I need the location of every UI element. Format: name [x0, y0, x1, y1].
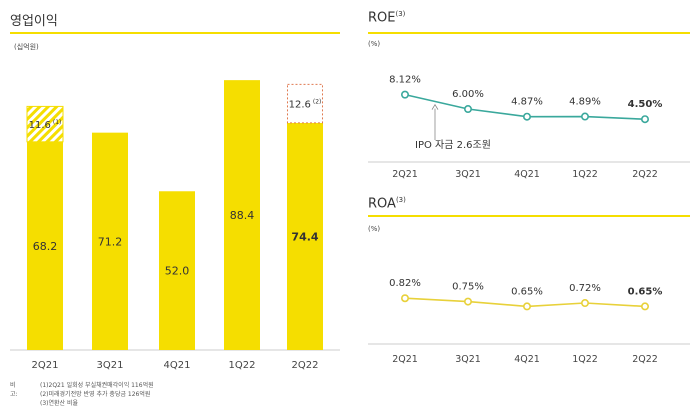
bar-x-tick-1Q22: 1Q22 — [229, 360, 256, 371]
bar-extra-label-2Q21: 11.6 (1) — [29, 119, 62, 131]
bar-2Q21 — [27, 141, 63, 350]
bar-extra-sup-2Q21: (1) — [53, 119, 62, 126]
bar-extra-value-2Q21: 11.6 — [29, 120, 51, 131]
roa-svg-point-4Q21 — [523, 302, 532, 311]
roe-svg-label-2Q21: 8.12% — [389, 75, 421, 86]
roa-panel-unit: (%) — [368, 225, 381, 233]
roe-svg-annotation-arrowhead — [431, 103, 439, 110]
roa-svg-label-2Q22: 0.65% — [628, 286, 663, 297]
bar-x-tick-4Q21: 4Q21 — [164, 360, 191, 371]
bar-value-2Q21: 68.2 — [33, 240, 58, 253]
bar-x-tick-2Q22: 2Q22 — [292, 360, 319, 371]
bar-value-4Q21: 52.0 — [165, 265, 190, 278]
roe-svg-x-tick-2Q22: 2Q22 — [632, 169, 658, 180]
roa-svg-label-4Q21: 0.65% — [511, 286, 543, 297]
roe-svg-point-2Q21 — [400, 90, 409, 99]
operating-profit-chart: 68.2 11.6 (1) 2Q21 71.2 3Q21 52.0 4Q21 88.4 1Q22 7… — [10, 80, 340, 371]
roa-svg-label-2Q21: 0.82% — [389, 278, 421, 289]
roe-svg-label-2Q22: 4.50% — [628, 99, 663, 110]
roa-svg-x-tick-1Q22: 1Q22 — [572, 354, 598, 365]
bar-panel-rule — [10, 32, 340, 34]
roe-svg-x-tick-1Q22: 1Q22 — [572, 169, 598, 180]
roe-svg-point-4Q21 — [523, 112, 532, 121]
roa-svg-label-3Q21: 0.75% — [452, 282, 484, 293]
roe-svg-point-3Q21 — [464, 105, 473, 114]
bar-value-3Q21: 71.2 — [98, 235, 123, 248]
roa-chart: 0.82% 2Q21 0.75% 3Q21 0.65% 4Q21 0.72% 1Q22 0.65… — [368, 278, 690, 365]
roe-svg-annotation-text: IPO 자금 2.6조원 — [415, 139, 491, 151]
bar-4Q21 — [159, 191, 195, 350]
roe-panel-title: ROE(3) — [368, 10, 405, 25]
roa-svg-point-2Q22 — [640, 302, 649, 311]
footnotes-lines: (1)2Q21 일회성 부실채권매각이익 116억원 (2)미래경기전망 반영 … — [40, 381, 154, 408]
roa-svg-point-1Q22 — [581, 299, 590, 308]
roa-svg-point-3Q21 — [464, 297, 473, 306]
roa-svg-x-tick-4Q21: 4Q21 — [514, 354, 540, 365]
roa-panel-rule — [368, 215, 690, 217]
roa-svg-label-1Q22: 0.72% — [569, 283, 601, 294]
roa-svg-x-tick-2Q22: 2Q22 — [632, 354, 658, 365]
bar-2Q22 — [287, 122, 323, 350]
bar-x-tick-3Q21: 3Q21 — [97, 360, 124, 371]
bar-value-2Q22: 74.4 — [291, 230, 318, 243]
roe-svg-x-tick-4Q21: 4Q21 — [514, 169, 540, 180]
roe-svg-point-2Q22 — [640, 115, 649, 124]
roe-panel-unit: (%) — [368, 40, 381, 48]
roe-title-sup: (3) — [395, 10, 406, 18]
roa-svg-x-tick-2Q21: 2Q21 — [392, 354, 418, 365]
bar-3Q21 — [92, 132, 128, 350]
roe-chart: 8.12% 2Q21 6.00% 3Q21 4.87% 4Q21 4.89% 1Q22 4.50… — [368, 75, 690, 180]
footnote-3: (3)연환산 비율 — [40, 400, 79, 407]
bar-value-1Q22: 88.4 — [230, 209, 255, 222]
bar-extra-value-2Q22: 12.6 — [289, 100, 311, 111]
roe-svg-label-1Q22: 4.89% — [569, 97, 601, 108]
roa-panel-title: ROA(3) — [368, 196, 406, 211]
roa-title-text: ROA — [368, 196, 396, 212]
roe-panel-rule — [368, 32, 690, 34]
bar-extra-2Q21 — [26, 105, 64, 143]
bar-panel-unit: (십억원) — [14, 43, 39, 51]
roe-svg-point-1Q22 — [581, 112, 590, 121]
footnotes-label: 비고: — [10, 382, 18, 398]
bar-1Q22 — [224, 80, 260, 350]
bar-extra-2Q22 — [287, 83, 323, 124]
roe-svg-label-4Q21: 4.87% — [511, 97, 543, 108]
roa-title-sup: (3) — [395, 196, 406, 204]
roa-svg-point-2Q21 — [400, 294, 409, 303]
roe-title-text: ROE — [368, 10, 396, 26]
roe-svg-x-tick-3Q21: 3Q21 — [455, 169, 481, 180]
bar-extra-label-2Q22: 12.6 (2) — [289, 99, 322, 111]
roe-svg-x-tick-2Q21: 2Q21 — [392, 169, 418, 180]
roa-svg-x-tick-3Q21: 3Q21 — [455, 354, 481, 365]
footnote-1: (1)2Q21 일회성 부실채권매각이익 116억원 — [40, 382, 154, 389]
bar-x-tick-2Q21: 2Q21 — [32, 360, 59, 371]
bar-extra-sup-2Q22: (2) — [313, 99, 322, 106]
bar-panel-title: 영업이익 — [10, 14, 58, 29]
roe-svg-label-3Q21: 6.00% — [452, 89, 484, 100]
footnote-2: (2)미래경기전망 반영 추가 충당금 126억원 — [40, 391, 151, 398]
